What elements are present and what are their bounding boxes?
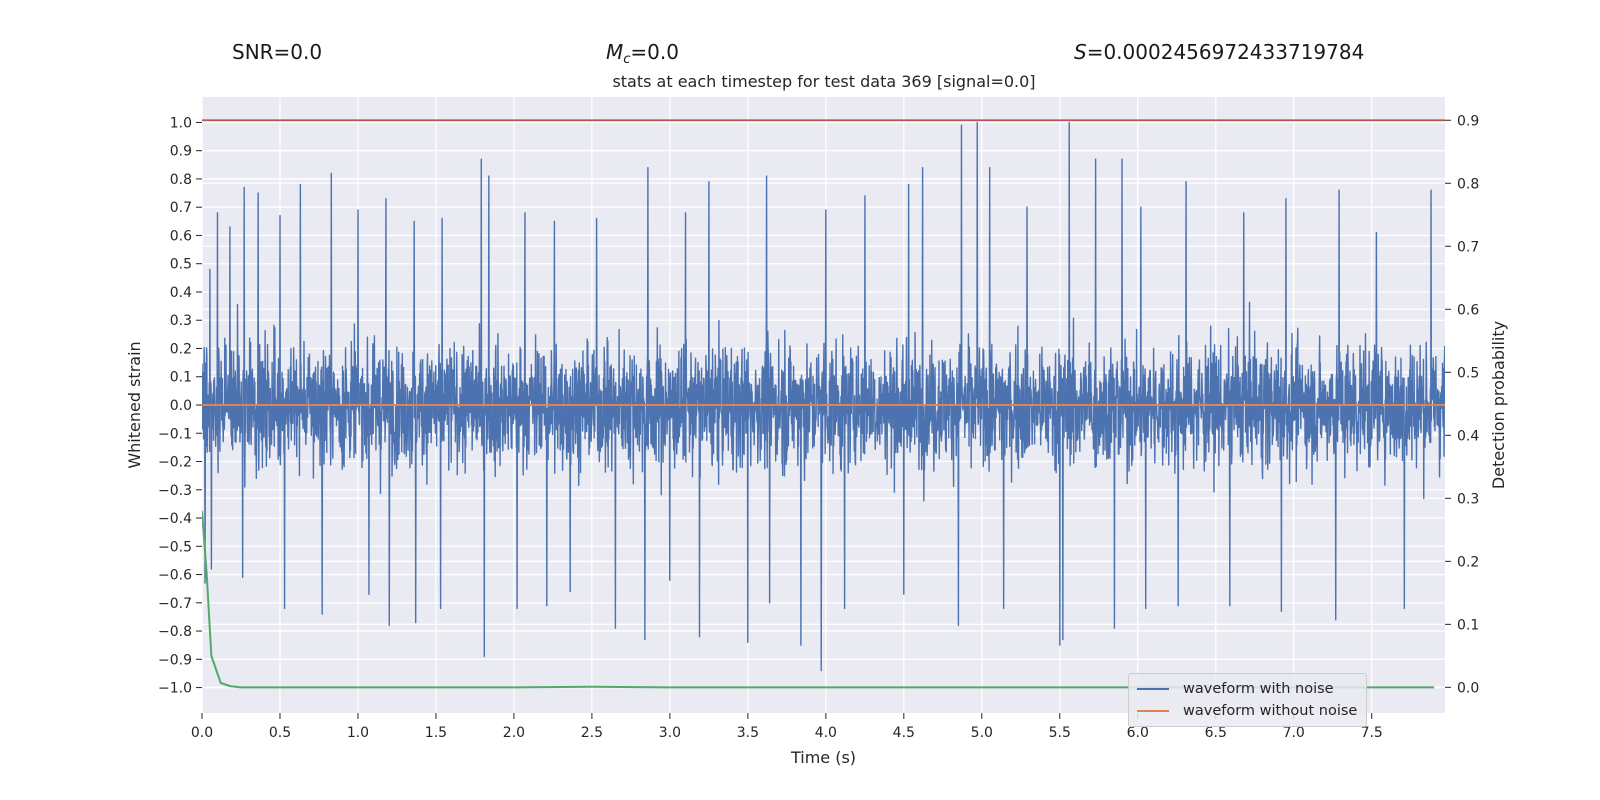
- y-tick-label: −0.6: [158, 568, 192, 584]
- x-tick-label: 7.0: [1283, 725, 1305, 741]
- snr-stat: SNR=0.0: [232, 40, 323, 64]
- legend: waveform with noise waveform without noi…: [1128, 673, 1367, 727]
- y-axis-label: Whitened strain: [125, 341, 144, 468]
- legend-label-clean: waveform without noise: [1183, 703, 1358, 719]
- s-symbol: S: [1074, 40, 1087, 64]
- x-tick-label: 0.5: [269, 725, 291, 741]
- y2-tick-label: 0.4: [1457, 428, 1479, 444]
- y2-tick-label: 0.6: [1457, 302, 1479, 318]
- y-tick-label: 0.2: [170, 341, 192, 357]
- legend-label-noisy: waveform with noise: [1183, 681, 1334, 697]
- x-tick-label: 2.0: [503, 725, 525, 741]
- x-tick-label: 3.0: [659, 725, 681, 741]
- y-tick-label: −0.9: [158, 652, 192, 668]
- x-tick-label: 5.5: [1049, 725, 1071, 741]
- chart-title: stats at each timestep for test data 369…: [612, 72, 1036, 91]
- y-tick-label: 0.7: [170, 200, 192, 216]
- s-value: =0.0002456972433719784: [1086, 40, 1365, 64]
- x-tick-label: 4.0: [815, 725, 837, 741]
- y-tick-label: 0.4: [170, 285, 192, 301]
- x-tick-label: 4.5: [893, 725, 915, 741]
- x-tick-label: 1.5: [425, 725, 447, 741]
- y2-tick-label: 0.1: [1457, 617, 1479, 633]
- x-tick-label: 6.0: [1127, 725, 1149, 741]
- legend-item-noisy: waveform with noise: [1137, 679, 1334, 699]
- y2-axis-label: Detection probability: [1489, 321, 1508, 489]
- y-tick-label: 0.1: [170, 370, 192, 386]
- y-tick-label: −0.1: [158, 426, 192, 442]
- chart-title-wrap: stats at each timestep for test data 369…: [0, 72, 1600, 91]
- y-tick-label: −0.3: [158, 483, 192, 499]
- y-tick-label: −0.2: [158, 455, 192, 471]
- x-tick-label: 5.0: [971, 725, 993, 741]
- y-tick-label: −1.0: [158, 681, 192, 697]
- chirp-mass-symbol: M: [606, 40, 624, 64]
- y-tick-label: 0.3: [170, 313, 192, 329]
- x-tick-label: 0.0: [191, 725, 213, 741]
- chirp-mass-value: =0.0: [630, 40, 679, 64]
- series-layer: [202, 119, 1445, 689]
- series-detection-probability: [202, 510, 1435, 689]
- x-tick-label: 2.5: [581, 725, 603, 741]
- y-tick-label: −0.4: [158, 511, 192, 527]
- y2-tick-label: 0.7: [1457, 239, 1479, 255]
- series-waveform-with-noise: [202, 121, 1445, 672]
- y2-tick-label: 0.9: [1457, 113, 1479, 129]
- y-tick-label: 0.5: [170, 257, 192, 273]
- chirp-mass-subscript: c: [623, 52, 631, 67]
- s-stat: S=0.0002456972433719784: [1074, 40, 1364, 64]
- y-tick-label: −0.8: [158, 624, 192, 640]
- y2-tick-label: 0.3: [1457, 491, 1479, 507]
- y-tick-label: −0.7: [158, 596, 192, 612]
- y-tick-label: 0.9: [170, 144, 192, 160]
- tick-layer: 0.0 0.5 1.0 1.5 2.0 2.5 3.0 3.5 4.0 4.5 5.0 5.5 6.0 6…: [158, 113, 1479, 741]
- legend-item-clean: waveform without noise: [1137, 701, 1357, 721]
- y-tick-label: 0.0: [170, 398, 192, 414]
- y-tick-label: 0.6: [170, 228, 192, 244]
- y2-tick-label: 0.2: [1457, 554, 1479, 570]
- y2-tick-label: 0.0: [1457, 680, 1479, 696]
- legend-swatch-clean: [1137, 710, 1169, 712]
- y2-tick-label: 0.8: [1457, 176, 1479, 192]
- x-tick-label: 3.5: [737, 725, 759, 741]
- chirp-mass-stat: Mc=0.0: [606, 40, 679, 67]
- y-tick-label: 1.0: [170, 115, 192, 131]
- y-tick-label: −0.5: [158, 539, 192, 555]
- y-tick-label: 0.8: [170, 172, 192, 188]
- legend-swatch-noisy: [1137, 688, 1169, 690]
- x-tick-label: 1.0: [347, 725, 369, 741]
- x-axis-label: Time (s): [790, 748, 856, 767]
- y2-tick-label: 0.5: [1457, 365, 1479, 381]
- x-tick-label: 6.5: [1205, 725, 1227, 741]
- x-tick-label: 7.5: [1361, 725, 1383, 741]
